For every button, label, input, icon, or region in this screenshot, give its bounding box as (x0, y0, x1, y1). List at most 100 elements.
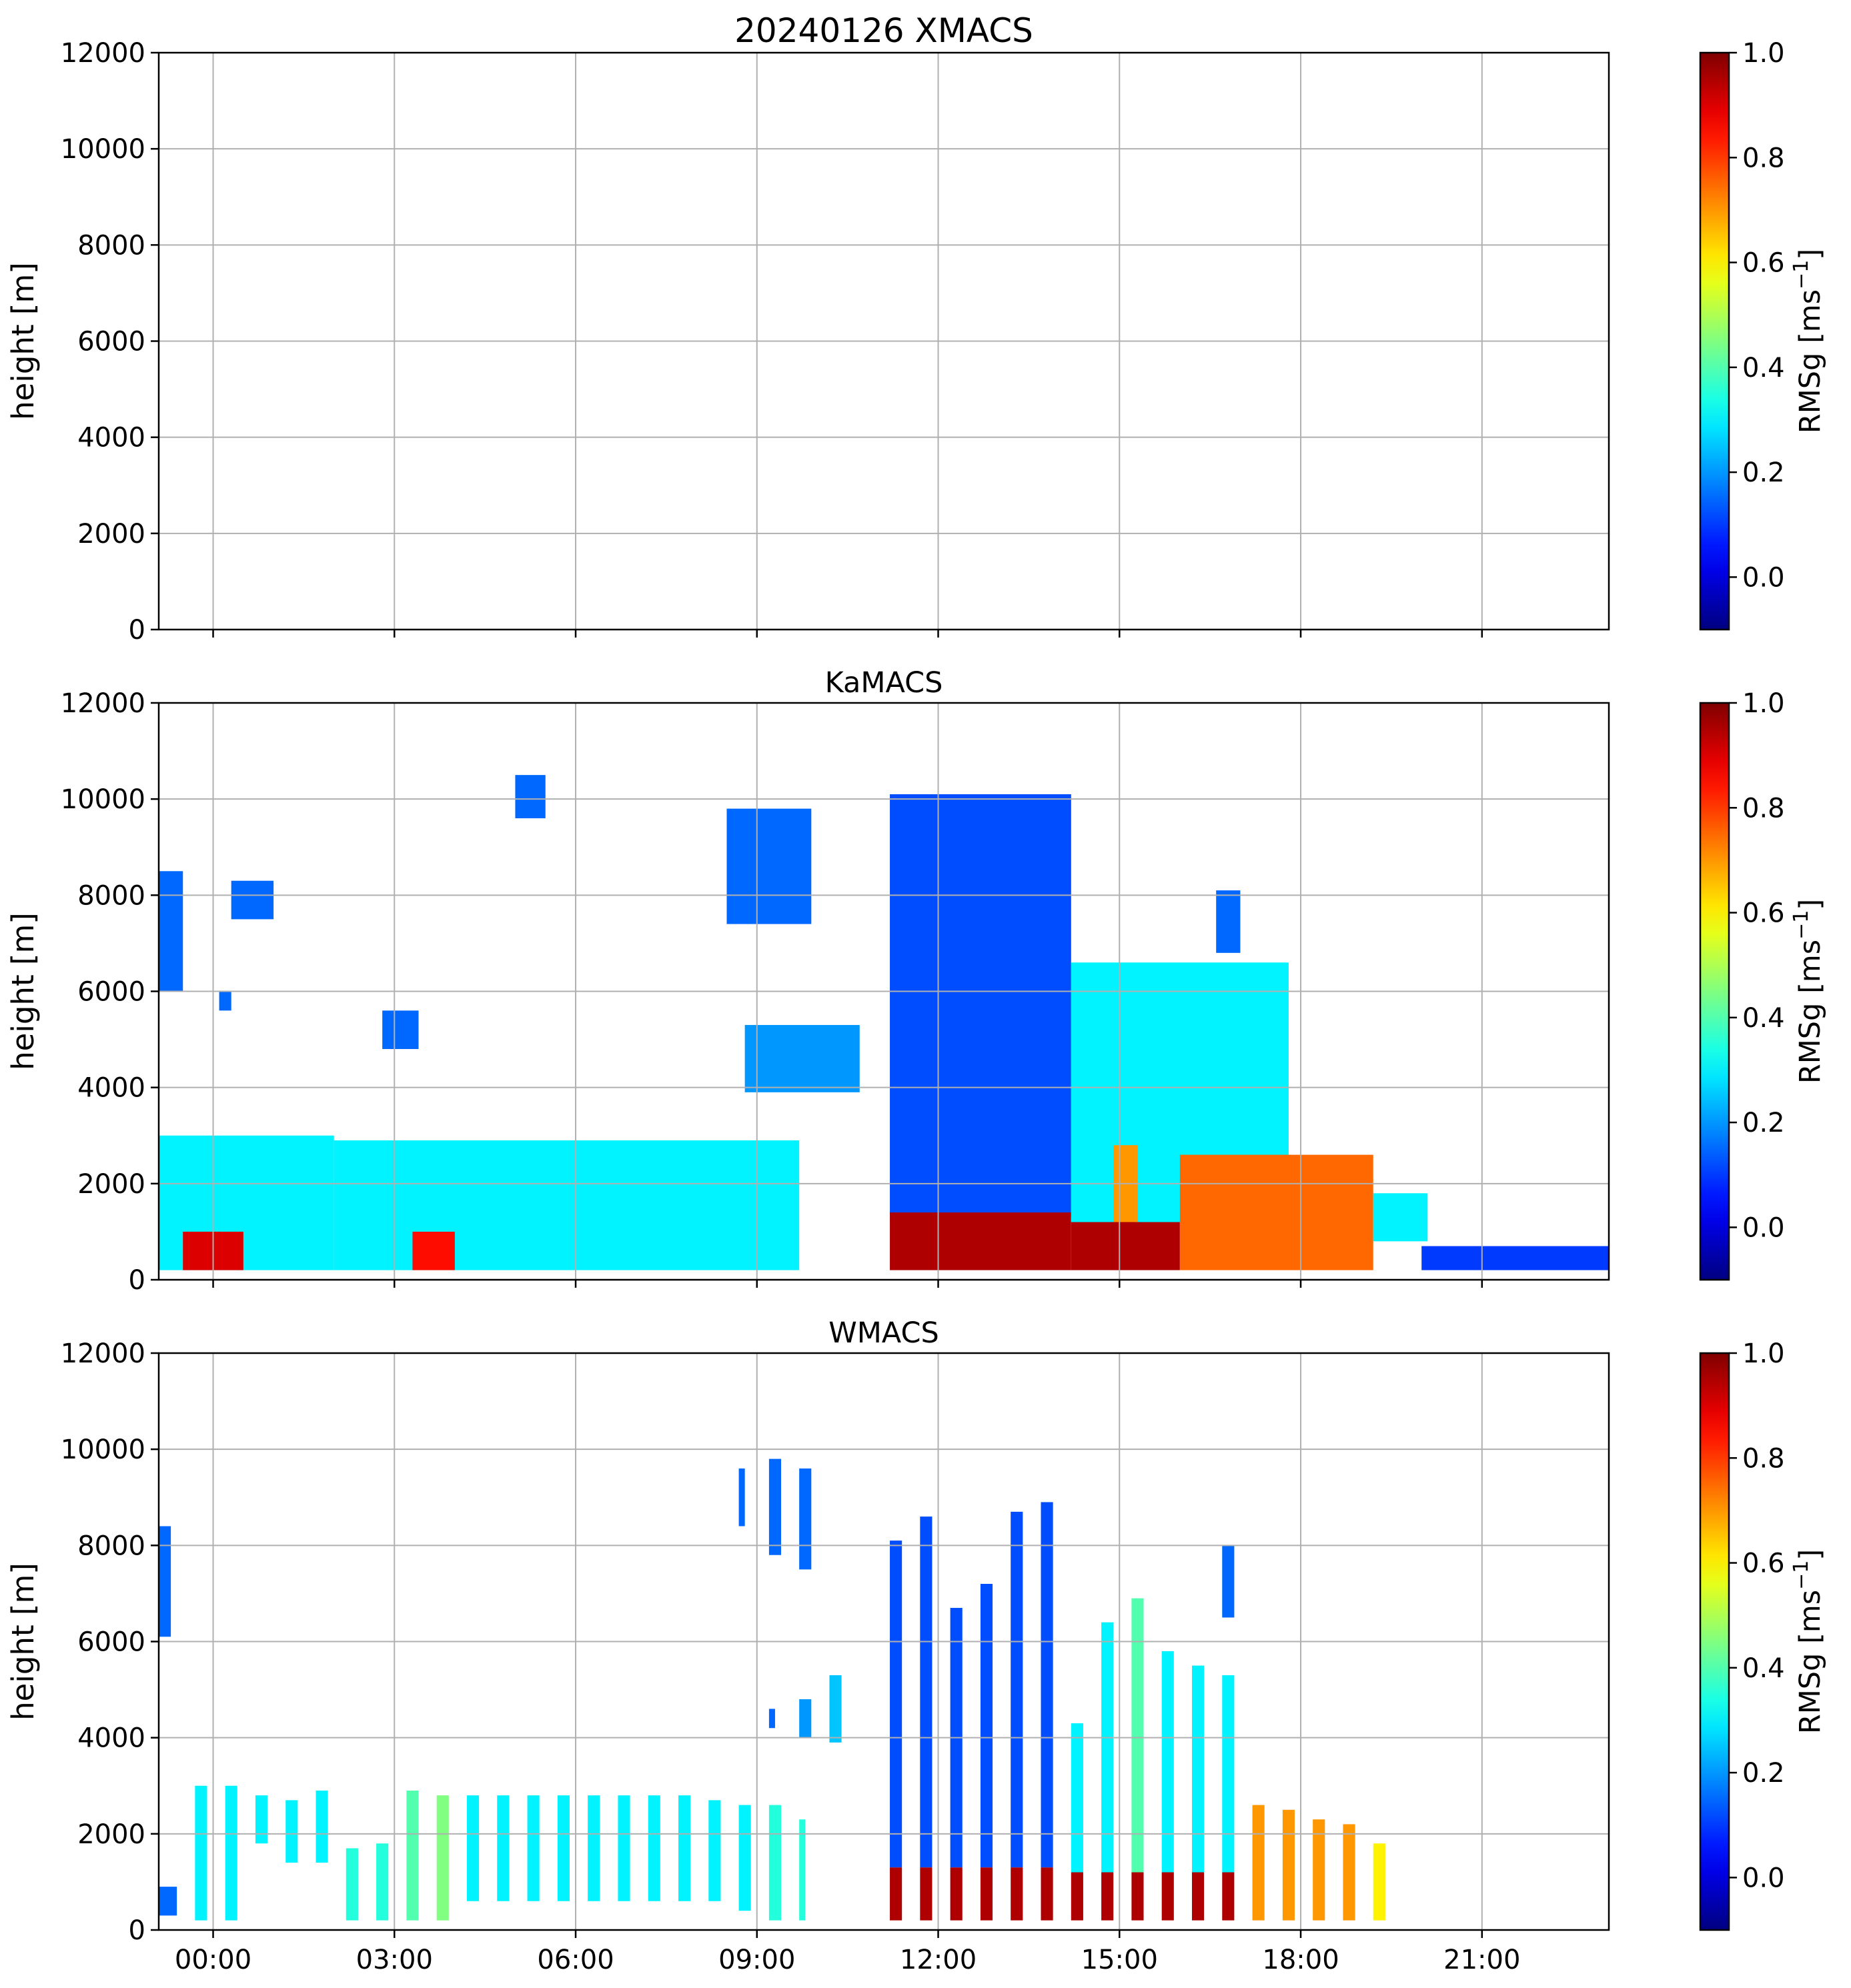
heatmap-data (159, 775, 1609, 1270)
data-cell (738, 1468, 745, 1527)
y-tick-label: 8000 (77, 230, 145, 261)
y-tick-label: 6000 (77, 1627, 145, 1658)
y-tick-label: 12000 (61, 1338, 145, 1369)
x-tick-label: 18:00 (1262, 1945, 1339, 1975)
data-cell (920, 1517, 933, 1868)
data-cell (195, 1785, 207, 1921)
data-cell (219, 991, 231, 1011)
data-cell (799, 1468, 812, 1570)
data-cell (1011, 1867, 1023, 1921)
data-cell (1191, 1872, 1205, 1921)
data-cell (768, 1709, 775, 1729)
x-tick-label: 12:00 (900, 1945, 977, 1975)
data-cell (1373, 1193, 1428, 1242)
data-cell (799, 1699, 812, 1738)
data-cell (744, 1024, 860, 1092)
colorbar-label: RMSg [ms−1] (1790, 249, 1827, 433)
data-cell (1373, 1843, 1385, 1921)
data-cell (588, 1795, 600, 1901)
data-cell (708, 1800, 721, 1901)
y-tick-label: 4000 (77, 1073, 145, 1104)
colorbar (1699, 1352, 1730, 1931)
panel-title: WMACS (828, 1316, 939, 1350)
colorbar-tick-label: 1.0 (1742, 688, 1785, 719)
data-cell (980, 1584, 993, 1868)
data-cell (1191, 1665, 1205, 1873)
colorbar (1699, 702, 1730, 1281)
data-cell (738, 1805, 751, 1911)
data-cell (412, 1231, 455, 1270)
data-cell (159, 1526, 171, 1637)
colorbar-tick-label: 0.8 (1742, 143, 1785, 173)
data-cell (1071, 1222, 1180, 1270)
colorbar-tick-label: 0.8 (1742, 1443, 1785, 1474)
data-cell (346, 1848, 358, 1921)
y-tick-label: 4000 (77, 1723, 145, 1754)
y-tick-label: 2000 (77, 1169, 145, 1200)
colorbar-tick-label: 0.6 (1742, 248, 1785, 279)
x-tick-label: 15:00 (1081, 1945, 1158, 1975)
data-cell (557, 1795, 570, 1901)
data-cell (159, 1887, 177, 1916)
y-tick-label: 8000 (77, 1531, 145, 1561)
colorbar-tick-label: 0.6 (1742, 898, 1785, 929)
colorbar-tick-label: 0.8 (1742, 793, 1785, 824)
colorbar (1699, 51, 1730, 631)
data-cell (159, 871, 183, 992)
data-cell (1313, 1819, 1325, 1921)
data-cell (920, 1867, 933, 1921)
panel-title: 20240126 XMACS (734, 11, 1033, 50)
data-cell (382, 1010, 419, 1049)
y-tick-label: 0 (129, 1265, 145, 1296)
data-cell (829, 1675, 842, 1743)
x-tick-label: 09:00 (718, 1945, 795, 1975)
data-cell (1343, 1824, 1355, 1921)
data-cell (890, 1541, 902, 1868)
colorbar-tick-label: 0.0 (1742, 1212, 1785, 1243)
data-cell (527, 1795, 540, 1901)
data-cell (1161, 1872, 1174, 1921)
data-cell (1282, 1809, 1295, 1921)
heatmap-data (159, 1458, 1385, 1921)
data-cell (376, 1843, 389, 1921)
data-cell (890, 794, 1071, 1218)
x-tick-label: 00:00 (175, 1945, 251, 1975)
data-cell (1222, 1872, 1235, 1921)
colorbar-tick-label: 0.4 (1742, 1653, 1785, 1684)
data-cell (1161, 1651, 1174, 1873)
data-cell (1252, 1805, 1265, 1921)
data-cell (497, 1795, 510, 1901)
x-tick-label: 21:00 (1443, 1945, 1520, 1975)
colorbar-label: RMSg [ms−1] (1790, 899, 1827, 1084)
y-axis-label: height [m] (5, 1563, 41, 1721)
data-cell (1216, 890, 1241, 953)
panel-title: KaMACS (825, 666, 943, 700)
data-cell (950, 1867, 963, 1921)
panel-2: 0 2000 4000 6000 8000 10000 12000 KaMACS height … (5, 666, 1827, 1296)
data-cell (285, 1800, 298, 1863)
data-cell (648, 1795, 660, 1901)
data-cell (890, 1212, 1071, 1270)
y-tick-label: 0 (129, 1915, 145, 1946)
data-cell (436, 1795, 449, 1921)
colorbar-tick-label: 0.2 (1742, 457, 1785, 488)
data-cell (1041, 1502, 1053, 1868)
x-tick-label: 03:00 (356, 1945, 433, 1975)
data-cell (334, 1140, 800, 1270)
data-cell (1179, 1154, 1373, 1270)
y-tick-label: 2000 (77, 519, 145, 550)
data-cell (1421, 1246, 1609, 1270)
data-cell (726, 808, 812, 924)
data-cell (980, 1867, 993, 1921)
data-cell (890, 1867, 902, 1921)
data-cell (466, 1795, 480, 1901)
y-tick-label: 8000 (77, 880, 145, 911)
data-cell (768, 1805, 782, 1921)
colorbar-tick-label: 1.0 (1742, 38, 1785, 69)
data-cell (768, 1458, 782, 1555)
data-cell (316, 1790, 328, 1863)
y-tick-label: 6000 (77, 977, 145, 1008)
data-cell (1041, 1867, 1053, 1921)
data-cell (1101, 1872, 1114, 1921)
